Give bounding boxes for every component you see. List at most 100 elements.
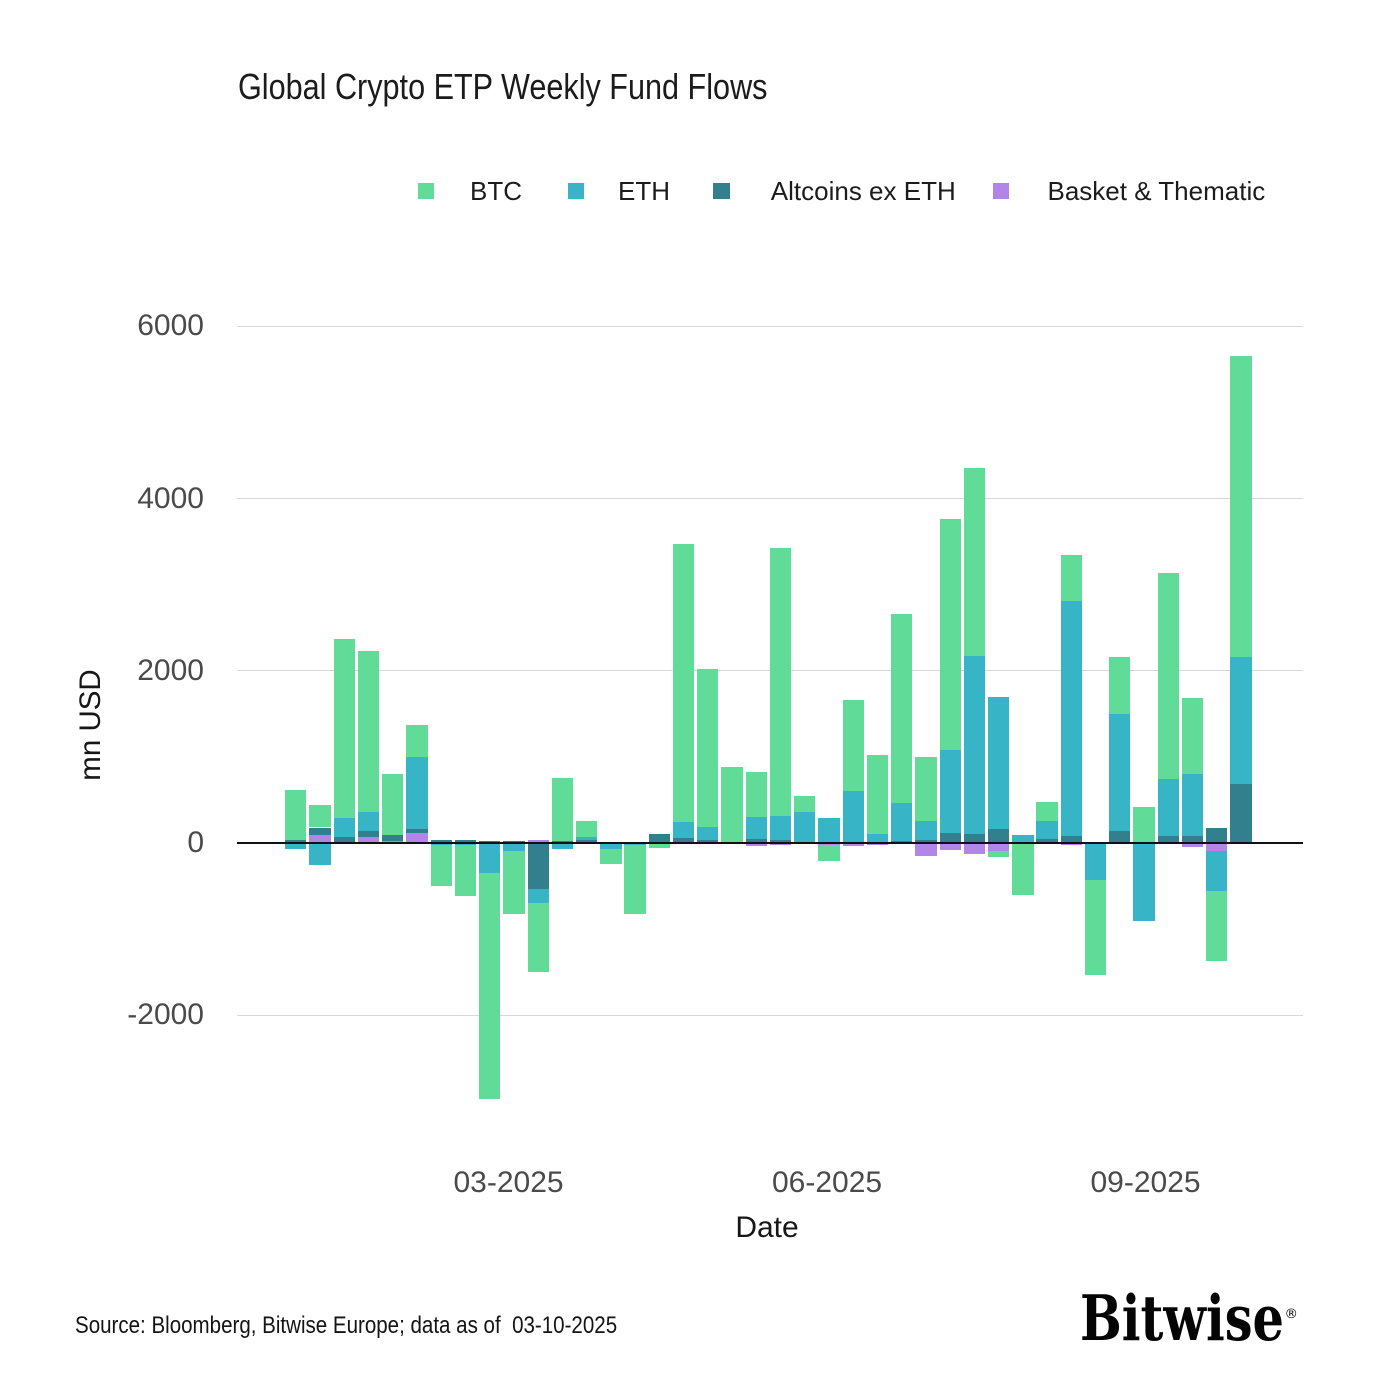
bar-segment — [745, 843, 767, 847]
bar-segment — [939, 843, 961, 851]
bar-segment — [648, 833, 671, 843]
bar-segment — [309, 835, 331, 843]
bar-segment — [769, 548, 792, 817]
bar-segment — [309, 804, 331, 828]
bar-segment — [406, 829, 428, 834]
bar-segment — [672, 543, 695, 822]
gridline — [237, 325, 1303, 327]
zero-line — [237, 842, 1303, 844]
bar-segment — [503, 840, 525, 843]
bar-segment — [1036, 801, 1058, 822]
bar-segment — [1133, 806, 1155, 843]
y-tick-label: 0 — [187, 826, 204, 859]
x-axis-title: Date — [735, 1210, 799, 1244]
bar-segment — [988, 697, 1010, 830]
y-tick-label: -2000 — [127, 998, 204, 1032]
bar-segment — [745, 816, 767, 839]
bar-segment — [1109, 714, 1131, 831]
bar-segment — [551, 777, 574, 842]
bar-segment — [842, 699, 864, 791]
bitwise-logo: Bitwise — [1080, 1287, 1284, 1350]
bar-segment — [1157, 778, 1179, 837]
bar-segment — [721, 767, 743, 843]
bar-segment — [842, 843, 864, 846]
bar-segment — [745, 838, 767, 843]
bar-segment — [672, 821, 695, 839]
bar-segment — [866, 843, 889, 846]
bar-segment — [479, 840, 501, 843]
bar-segment — [454, 845, 477, 896]
bar-segment — [624, 845, 646, 914]
bar-segment — [963, 834, 986, 843]
bar-segment — [769, 843, 792, 846]
bar-segment — [527, 840, 549, 843]
bar-segment — [454, 843, 477, 846]
bar-segment — [309, 827, 331, 836]
registered-trademark-icon: ® — [1284, 1305, 1299, 1322]
bar-segment — [1181, 843, 1204, 848]
bar-segment — [988, 829, 1010, 843]
bar-segment — [988, 850, 1010, 858]
bar-segment — [576, 836, 598, 841]
x-tick-label: 03-2025 — [453, 1166, 564, 1199]
bar-segment — [285, 843, 307, 849]
bar-segment — [527, 902, 549, 972]
legend-label: Altcoins ex ETH — [770, 175, 956, 206]
legend-item-altcoins-ex-eth[interactable]: Altcoins ex ETH — [713, 174, 956, 208]
bar-segment — [1133, 843, 1155, 922]
legend-swatch-icon — [417, 182, 434, 200]
bar-segment — [891, 802, 913, 842]
bar-segment — [697, 668, 719, 827]
bar-segment — [600, 843, 622, 849]
bar-segment — [503, 850, 525, 915]
bar-segment — [963, 655, 986, 835]
legend-item-btc[interactable]: BTC — [417, 174, 522, 208]
bar-segment — [1036, 839, 1058, 843]
legend-swatch-icon — [713, 182, 730, 200]
bar-segment — [333, 639, 355, 819]
bar-segment — [915, 821, 937, 840]
bar-segment — [406, 725, 428, 757]
gridline — [237, 1014, 1303, 1016]
bar-segment — [794, 811, 816, 842]
bar-segment — [527, 889, 549, 903]
bar-segment — [1060, 555, 1083, 602]
bar-segment — [1012, 843, 1034, 895]
bar-segment — [382, 773, 404, 836]
bar-segment — [1206, 843, 1228, 851]
bar-segment — [1157, 836, 1179, 843]
bar-segment — [1084, 880, 1107, 975]
bar-segment — [430, 843, 452, 846]
bar-segment — [333, 818, 355, 838]
bar-segment — [285, 839, 307, 843]
bar-segment — [1230, 656, 1252, 784]
bar-segment — [818, 818, 840, 843]
bar-segment — [1206, 891, 1228, 961]
chart-title: Global Crypto ETP Weekly Fund Flows — [238, 66, 768, 107]
bar-segment — [479, 843, 501, 874]
bar-segment — [1181, 697, 1204, 775]
bar-segment — [576, 840, 598, 843]
bar-segment — [406, 833, 428, 843]
legend-swatch-icon — [567, 182, 584, 200]
bar-segment — [1060, 836, 1083, 843]
bar-segment — [357, 831, 380, 837]
bar-segment — [939, 518, 961, 750]
bar-segment — [1012, 834, 1034, 843]
bar-segment — [1181, 774, 1204, 837]
legend-item-eth[interactable]: ETH — [567, 174, 670, 208]
bar-segment — [1206, 828, 1228, 843]
bar-segment — [697, 840, 719, 843]
bar-segment — [915, 839, 937, 843]
bar-segment — [430, 839, 452, 843]
bar-segment — [915, 843, 937, 856]
bar-segment — [915, 756, 937, 822]
bar-segment — [648, 843, 671, 848]
legend-label: ETH — [618, 175, 670, 206]
source-note: Source: Bloomberg, Bitwise Europe; data … — [75, 1311, 618, 1339]
bar-segment — [430, 845, 452, 887]
legend-item-basket-thematic[interactable]: Basket & Thematic — [992, 174, 1265, 208]
bar-segment — [672, 838, 695, 843]
bar-segment — [624, 843, 646, 846]
